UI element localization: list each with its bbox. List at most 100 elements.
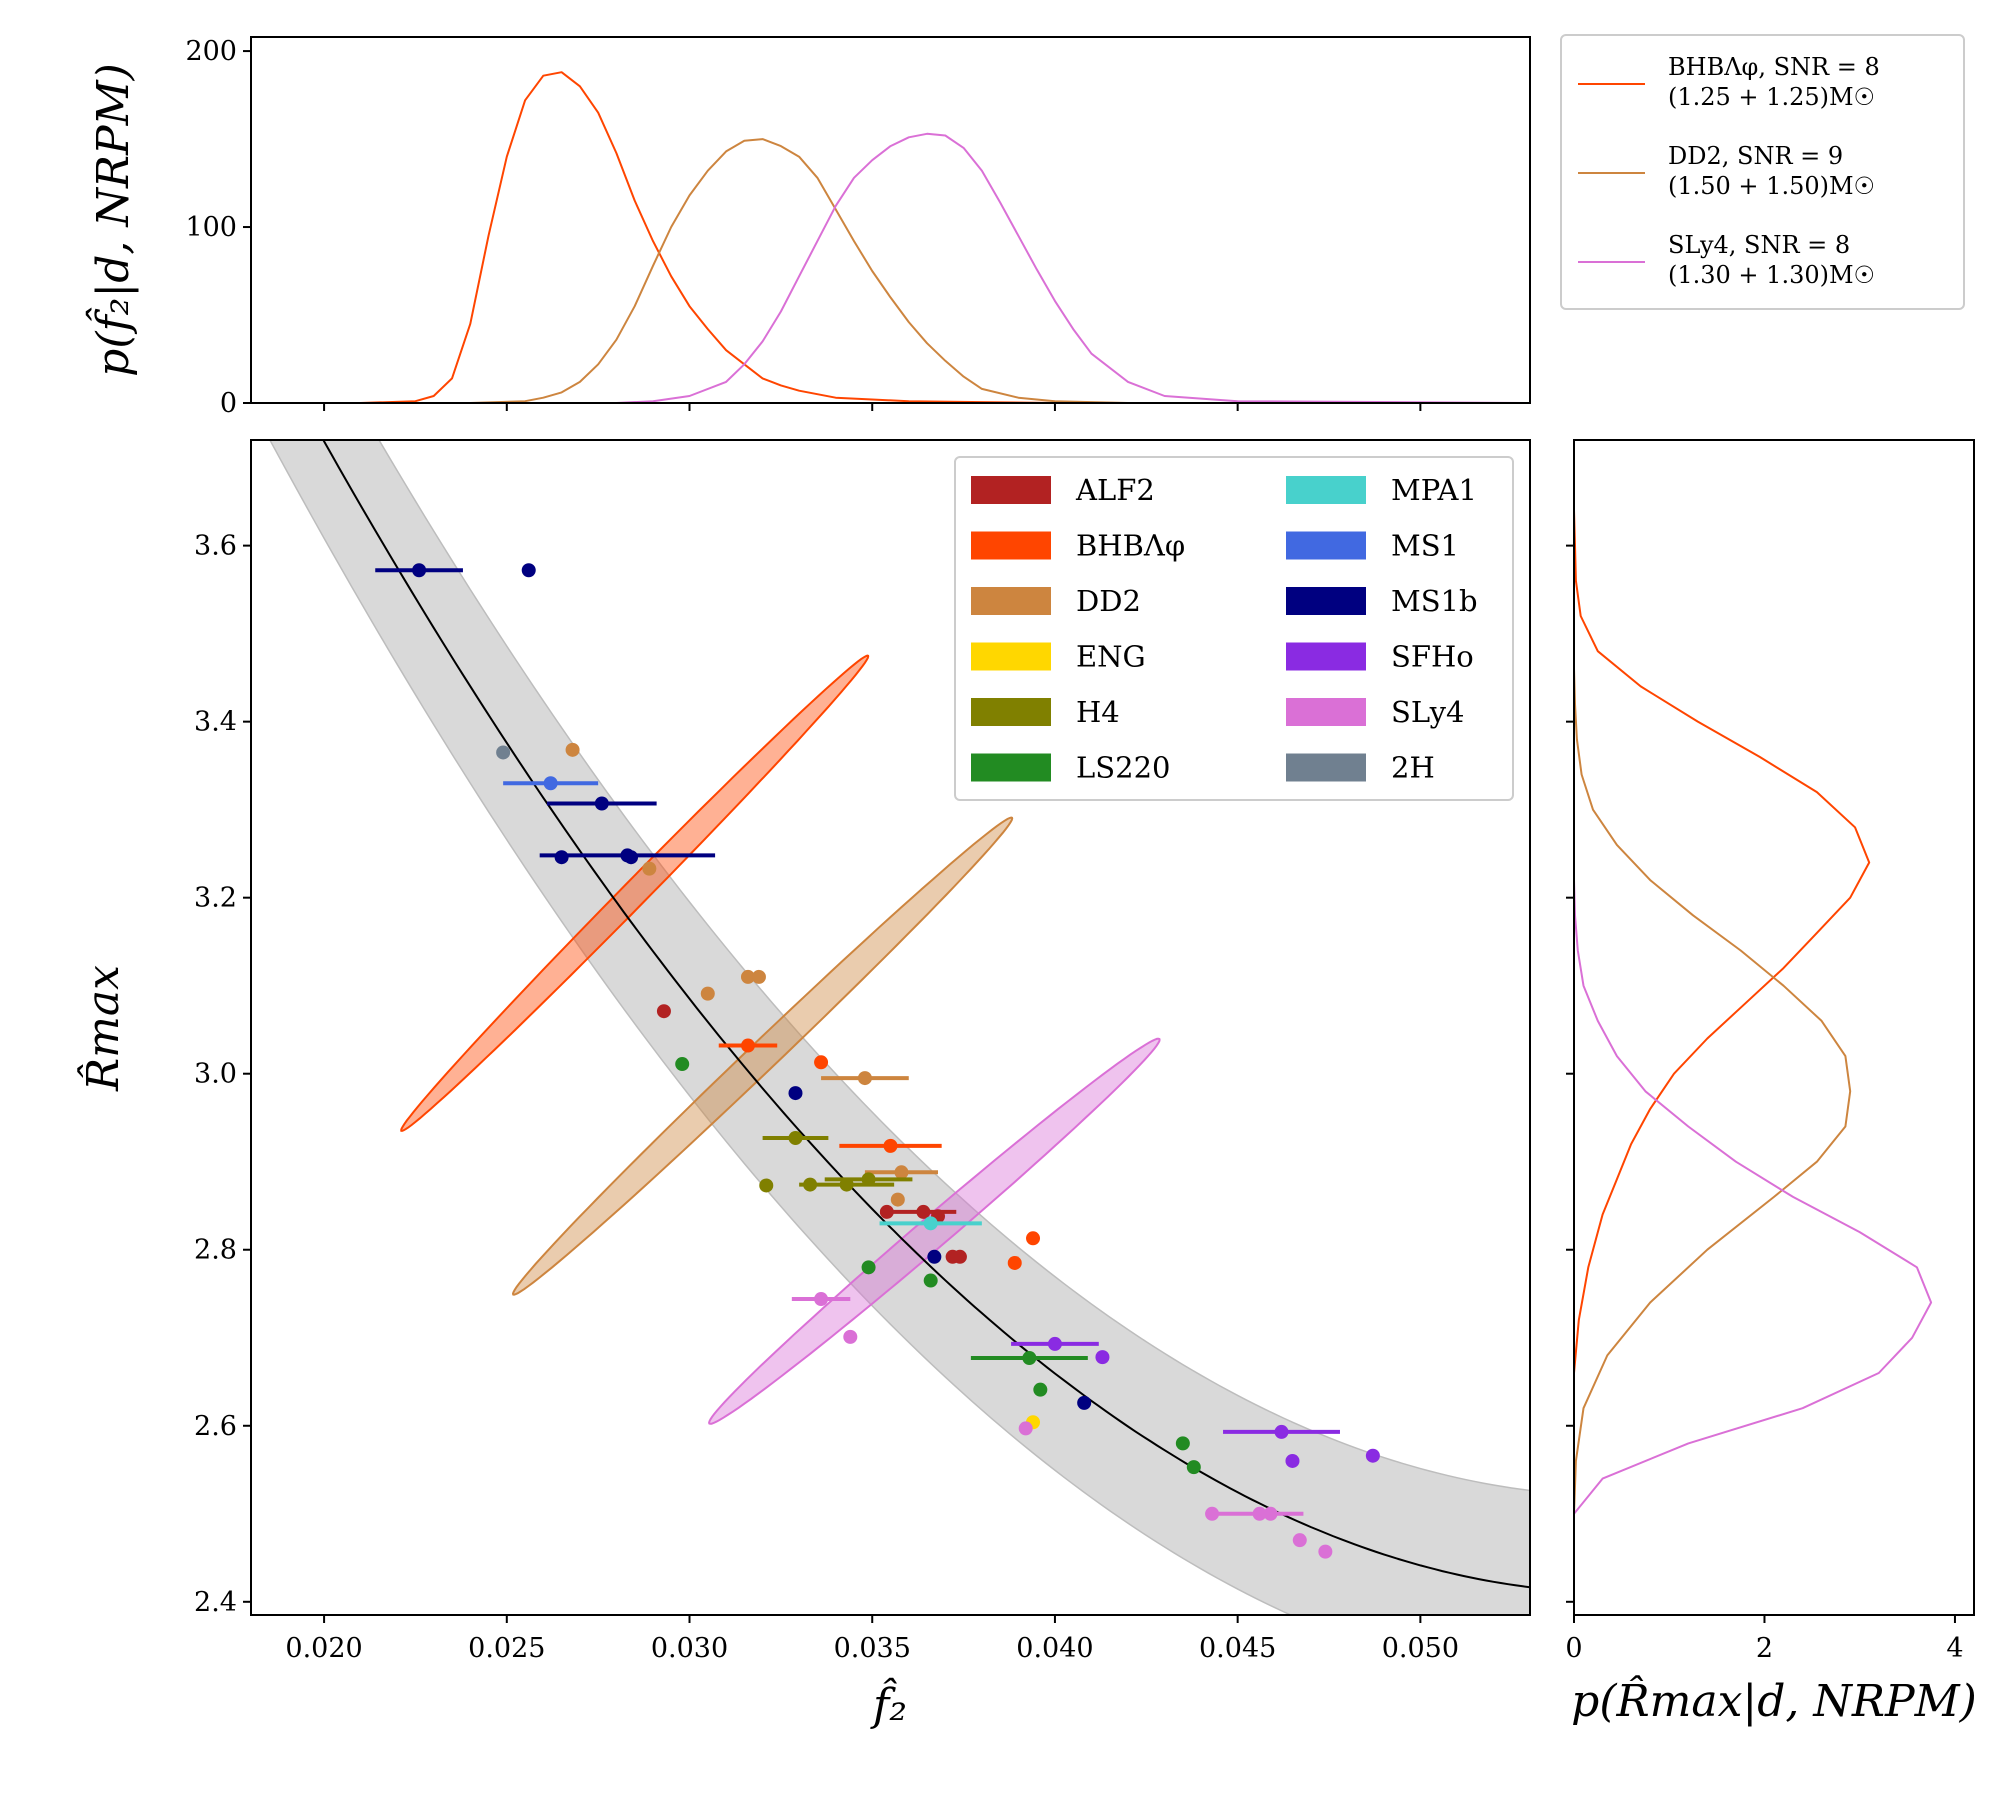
y-tick-label: 3.0 <box>194 1059 237 1090</box>
y-tick-label: 3.4 <box>194 707 237 738</box>
point-LS220 <box>923 1273 938 1288</box>
top-marginal-lines <box>251 71 1530 403</box>
point-SLy4 <box>1018 1421 1033 1436</box>
point-SLy4 <box>1263 1506 1278 1521</box>
point-H4 <box>759 1178 774 1193</box>
point-SLy4 <box>1252 1506 1267 1521</box>
point-DD2 <box>740 969 755 984</box>
point-SLy4 <box>843 1329 858 1344</box>
main-panel-frame <box>250 439 1531 1616</box>
point-ALF2 <box>879 1204 894 1219</box>
legend-swatch-2H <box>1286 753 1366 782</box>
point-BHBΛφ <box>1026 1231 1041 1246</box>
ellipse-DD2 <box>511 816 1014 1296</box>
top-line-1 <box>251 138 1530 403</box>
point-DD2 <box>700 986 715 1001</box>
legend-label-SLy4: SLy4 <box>1391 695 1464 729</box>
legend-label-SFHo: SFHo <box>1391 640 1474 674</box>
run-legend-masses-1: (1.50 + 1.50)M☉ <box>1668 172 1875 200</box>
eos-legend-frame <box>954 456 1514 801</box>
top-line-0 <box>251 71 1530 403</box>
legend-label-BHBΛφ: BHBΛφ <box>1076 529 1185 563</box>
ellipse-SLy4 <box>708 1037 1161 1425</box>
legend-swatch-ALF2 <box>971 476 1051 504</box>
point-ALF2 <box>916 1204 931 1219</box>
y-tick-label: 2.8 <box>194 1235 237 1266</box>
point-SLy4 <box>1292 1533 1307 1548</box>
point-BHBΛφ <box>883 1138 898 1153</box>
right-x-tick-label: 2 <box>1756 1633 1773 1664</box>
fit-curve-layer <box>322 440 1530 1589</box>
x-tick-label: 0.045 <box>1199 1633 1276 1664</box>
y-tick-label: 2.4 <box>194 1587 237 1618</box>
point-MS1b <box>412 563 427 578</box>
data-points <box>375 563 1380 1559</box>
point-SFHo <box>1095 1350 1110 1365</box>
legend-swatch-LS220 <box>971 753 1051 782</box>
point-H4 <box>788 1130 803 1145</box>
legend-swatch-MS1 <box>1286 531 1366 560</box>
top-y-tick-label: 100 <box>185 212 237 243</box>
point-H4 <box>861 1172 876 1187</box>
axis-ticks: 0.020 0.025 0.030 0.035 0.040 0.045 0.050 2.4 2.… <box>185 36 1963 1664</box>
point-MS1b <box>927 1249 942 1264</box>
x-tick-label: 0.050 <box>1382 1633 1459 1664</box>
main-y-axis-label: R̂max <box>76 965 129 1092</box>
point-SFHo <box>1285 1453 1300 1468</box>
point-MS1b <box>1077 1395 1092 1410</box>
point-LS220 <box>675 1057 690 1072</box>
point-ALF2 <box>656 1004 671 1019</box>
right-marginal-lines <box>1574 510 1933 1515</box>
point-MS1 <box>543 776 558 791</box>
point-DD2 <box>565 742 580 757</box>
legend-swatch-H4 <box>971 698 1051 726</box>
run-legend-name-0: BHBΛφ, SNR = 8 <box>1668 53 1880 81</box>
top-line-2 <box>251 132 1530 403</box>
legend-label-LS220: LS220 <box>1076 751 1170 785</box>
point-SLy4 <box>814 1292 829 1307</box>
legend-label-MS1b: MS1b <box>1391 584 1478 618</box>
point-SLy4 <box>1318 1544 1333 1559</box>
fit-uncertainty-band <box>269 440 1530 1615</box>
point-SFHo <box>1047 1336 1062 1351</box>
point-DD2 <box>857 1071 872 1086</box>
posterior-ellipses <box>400 654 1161 1425</box>
eos-legend: ALF2 BHBΛφ DD2 ENG H4 LS220 MPA1 MS1 MS1b SFHo SLy… <box>954 456 1514 801</box>
legend-label-DD2: DD2 <box>1076 584 1141 618</box>
y-tick-label: 3.2 <box>194 883 237 914</box>
right-line-0 <box>1574 510 1871 1374</box>
point-BHBΛφ <box>740 1038 755 1053</box>
top-y-tick-label: 200 <box>185 36 237 67</box>
band-area <box>269 440 1530 1615</box>
point-LS220 <box>861 1260 876 1275</box>
y-tick-label: 3.6 <box>194 531 237 562</box>
legend-label-ENG: ENG <box>1076 640 1146 674</box>
point-MS1b <box>788 1086 803 1101</box>
run-legend-name-1: DD2, SNR = 9 <box>1668 142 1843 170</box>
legend-label-MS1: MS1 <box>1391 529 1459 563</box>
x-tick-label: 0.020 <box>285 1633 362 1664</box>
top-panel-frame <box>250 36 1531 404</box>
run-legend-masses-0: (1.25 + 1.25)M☉ <box>1668 83 1875 111</box>
point-DD2 <box>642 861 657 876</box>
point-DD2 <box>890 1192 905 1207</box>
x-tick-label: 0.025 <box>468 1633 545 1664</box>
main-x-axis-label: f̂₂ <box>870 1676 907 1731</box>
run-legend-masses-2: (1.30 + 1.30)M☉ <box>1668 261 1875 289</box>
run-legend-name-2: SLy4, SNR = 8 <box>1668 231 1850 259</box>
ellipse-BHBΛφ <box>400 654 870 1132</box>
point-2H <box>496 745 511 760</box>
legend-swatch-MPA1 <box>1286 476 1366 504</box>
x-tick-label: 0.030 <box>651 1633 728 1664</box>
right-x-tick-label: 4 <box>1946 1633 1963 1664</box>
y-tick-label: 2.6 <box>194 1411 237 1442</box>
point-BHBΛφ <box>1007 1255 1022 1270</box>
right-line-2 <box>1574 880 1933 1515</box>
right-line-1 <box>1574 668 1852 1514</box>
legend-label-ALF2: ALF2 <box>1075 473 1155 507</box>
legend-swatch-ENG <box>971 642 1051 671</box>
run-legend-frame <box>1560 34 1965 310</box>
point-SFHo <box>1365 1448 1380 1463</box>
point-LS220 <box>1186 1460 1201 1475</box>
